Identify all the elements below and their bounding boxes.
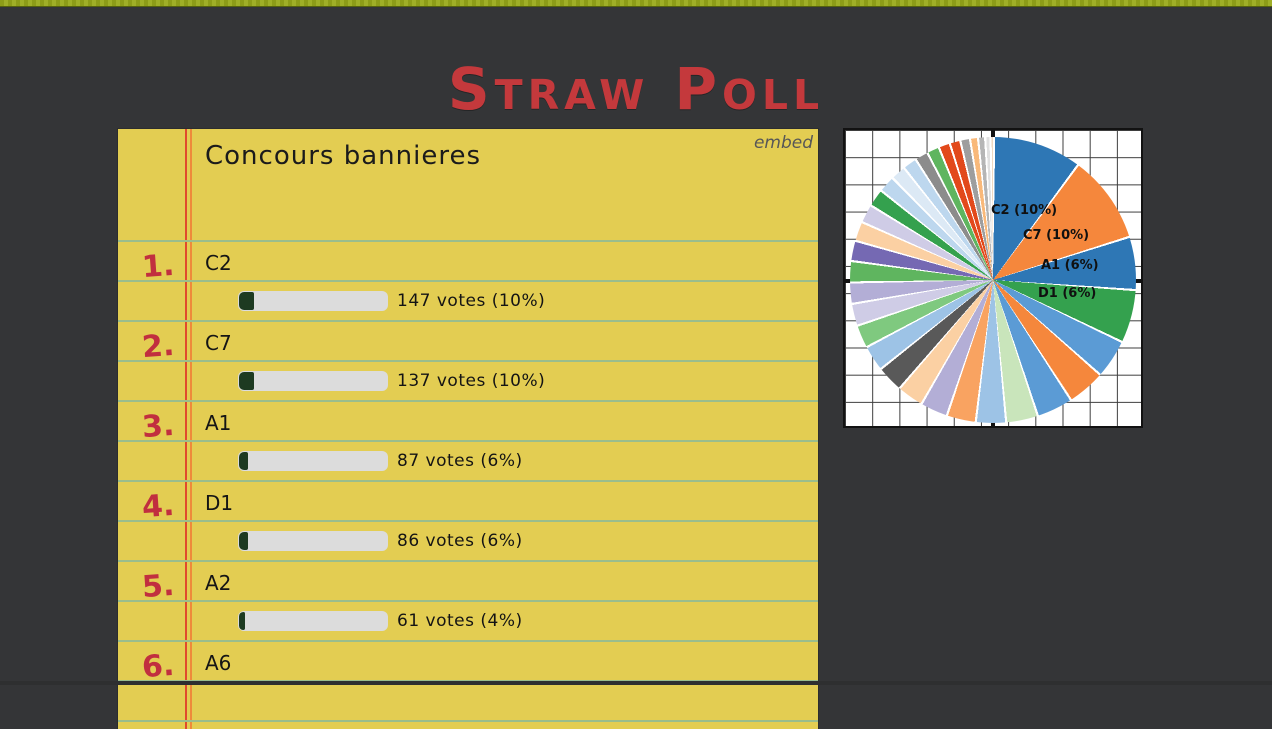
site-title: Straw Poll	[447, 54, 825, 123]
vote-bar-fill	[239, 532, 248, 550]
vote-bar-fill	[239, 292, 254, 310]
poll-item: 3. A1 87 votes (6%)	[118, 400, 818, 480]
item-rank: 2.	[140, 327, 176, 366]
item-rank: 3.	[140, 407, 176, 446]
pie-slice-label: C7 (10%)	[1023, 228, 1090, 243]
pie-slice-label: C2 (10%)	[991, 203, 1058, 218]
item-label: A6	[205, 651, 232, 675]
item-rank: 5.	[140, 567, 176, 606]
poll-item: 2. C7 137 votes (10%)	[118, 320, 818, 400]
page-bottom-edge	[0, 681, 1272, 685]
poll-items: 1. C2 147 votes (10%) 2. C7 137 votes (10%) 3.…	[118, 240, 818, 729]
embed-link[interactable]: embed	[753, 133, 813, 153]
graph-axis-segment	[1132, 279, 1141, 283]
vote-bar-row: 61 votes (4%)	[238, 611, 523, 631]
item-label: D1	[205, 491, 234, 515]
item-votes: 137 votes (10%)	[397, 371, 546, 391]
item-label: A1	[205, 411, 232, 435]
pie-slice-label: D1 (6%)	[1038, 286, 1097, 301]
vote-bar-row: 147 votes (10%)	[238, 291, 545, 311]
vote-bar-fill	[239, 612, 245, 630]
poll-item: 1. C2 147 votes (10%)	[118, 240, 818, 320]
vote-bar-fill	[239, 372, 254, 390]
vote-bar-row: 87 votes (6%)	[238, 451, 523, 471]
item-votes: 61 votes (4%)	[397, 611, 523, 631]
vote-bar-row: 137 votes (10%)	[238, 371, 545, 391]
vote-bar-fill	[239, 452, 248, 470]
item-rank: 4.	[140, 487, 176, 526]
item-rank: 6.	[140, 647, 176, 686]
vote-bar	[238, 371, 388, 391]
pie-chart-panel: C2 (10%) C7 (10%) A1 (6%) D1 (6%)	[843, 128, 1143, 428]
vote-bar	[238, 611, 388, 631]
pie-chart	[850, 137, 1136, 423]
item-votes: 147 votes (10%)	[397, 291, 546, 311]
item-votes: 86 votes (6%)	[397, 531, 523, 551]
poll-item: 5. A2 61 votes (4%)	[118, 560, 818, 640]
poll-item: 6. A6	[118, 640, 818, 720]
vote-bar	[238, 451, 388, 471]
vote-bar	[238, 531, 388, 551]
item-label: C7	[205, 331, 232, 355]
poll-item: 4. D1 86 votes (6%)	[118, 480, 818, 560]
graph-axis-segment	[845, 279, 854, 283]
item-label: C2	[205, 251, 232, 275]
item-rank: 1.	[140, 247, 176, 286]
grass-texture-strip	[0, 0, 1272, 7]
pie-slice-label: A1 (6%)	[1041, 258, 1099, 273]
vote-bar-row: 86 votes (6%)	[238, 531, 523, 551]
vote-bar	[238, 291, 388, 311]
poll-title: Concours bannieres	[205, 141, 481, 171]
poll-results-card: Concours bannieres embed 1. C2 147 votes (…	[118, 129, 818, 729]
item-label: A2	[205, 571, 232, 595]
item-votes: 87 votes (6%)	[397, 451, 523, 471]
